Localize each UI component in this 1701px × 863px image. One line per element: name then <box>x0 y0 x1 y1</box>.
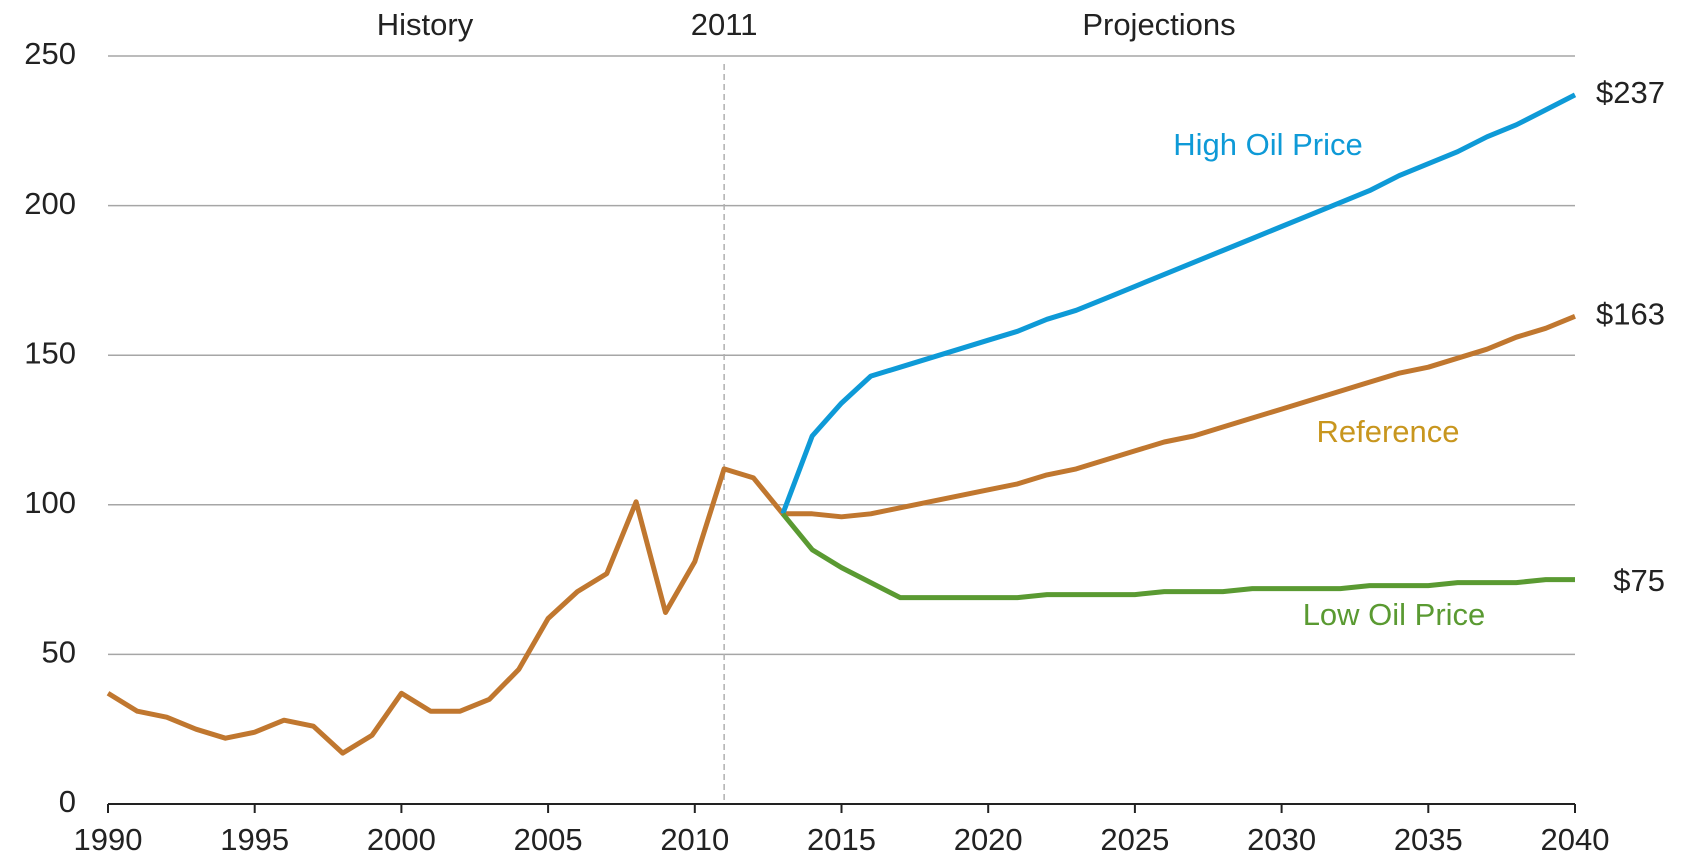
y-tick-label: 200 <box>24 186 76 221</box>
x-tick-label: 2000 <box>367 822 436 857</box>
divider-label: 2011 <box>691 7 758 42</box>
series-label: Low Oil Price <box>1303 597 1486 632</box>
series-label: Reference <box>1316 414 1459 449</box>
series-line <box>780 92 1577 515</box>
x-tick-label: 2030 <box>1247 822 1316 857</box>
x-tick-label: 2010 <box>660 822 729 857</box>
end-label: $237 <box>1596 75 1665 110</box>
series-line <box>106 313 1576 756</box>
x-tick-label: 2040 <box>1541 822 1610 857</box>
x-tick-label: 2020 <box>954 822 1023 857</box>
x-tick-label: 2035 <box>1394 822 1463 857</box>
y-tick-label: 150 <box>24 335 76 370</box>
x-tick-label: 2005 <box>514 822 583 857</box>
y-tick-label: 0 <box>59 784 76 819</box>
series-label: High Oil Price <box>1173 127 1363 162</box>
x-tick-label: 1995 <box>220 822 289 857</box>
y-tick-label: 100 <box>24 485 76 520</box>
annotation: History <box>377 7 474 42</box>
end-label: $75 <box>1613 563 1665 598</box>
y-tick-label: 50 <box>42 635 76 670</box>
end-label: $163 <box>1596 296 1665 331</box>
x-tick-label: 2015 <box>807 822 876 857</box>
annotation: Projections <box>1082 7 1235 42</box>
x-tick-label: 1990 <box>74 822 143 857</box>
x-tick-label: 2025 <box>1100 822 1169 857</box>
series-line <box>780 512 1575 601</box>
y-tick-label: 250 <box>24 36 76 71</box>
